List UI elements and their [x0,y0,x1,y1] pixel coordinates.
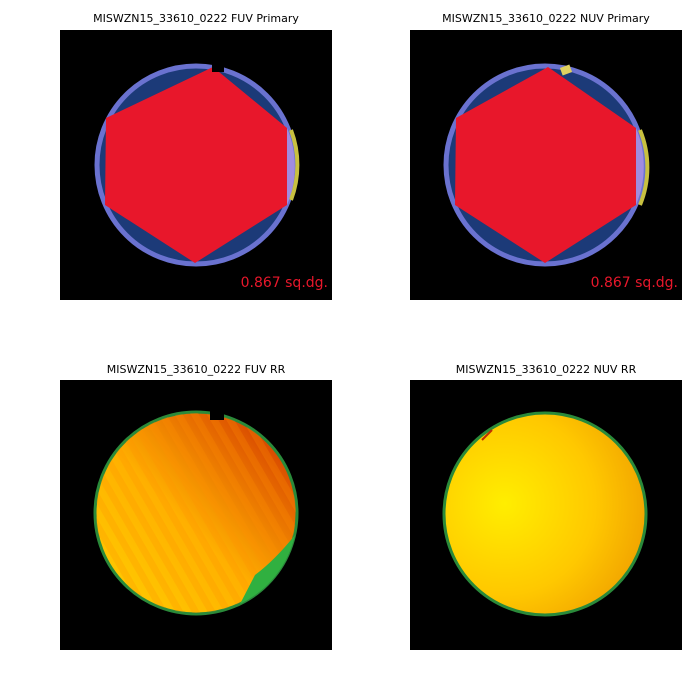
panel-title: MISWZN15_33610_0222 FUV RR [107,363,286,376]
edge-region [636,128,644,205]
hexagon [105,67,287,263]
edge-region [287,128,295,205]
mask-notch [212,63,224,72]
mask-notch [210,410,224,420]
artifact [481,429,493,441]
area-label: 0.867 sq.dg. [591,275,678,291]
hexagon [455,67,636,263]
artifact [559,64,573,76]
edge-region [289,129,300,201]
panel-title: MISWZN15_33610_0222 NUV Primary [442,12,650,25]
panel-title: MISWZN15_33610_0222 NUV RR [456,363,637,376]
edge-region [638,129,650,206]
response-stripes [96,413,296,613]
area-label: 0.867 sq.dg. [241,275,328,291]
panel-title: MISWZN15_33610_0222 FUV Primary [93,12,299,25]
edge-region [240,535,295,604]
response-map [442,411,648,617]
